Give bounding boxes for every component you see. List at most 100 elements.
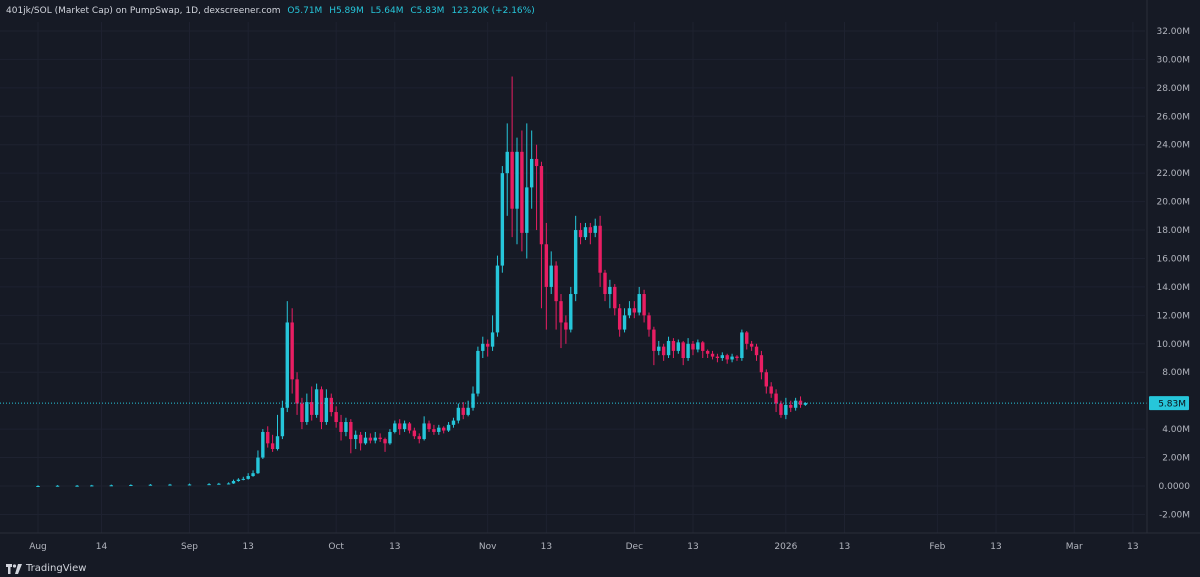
candle-body — [354, 434, 358, 440]
candle-body — [290, 322, 294, 380]
candle-body — [569, 294, 573, 330]
candle-body — [417, 436, 421, 440]
candle-body — [632, 308, 637, 313]
candle-body — [539, 166, 544, 245]
candle-body — [725, 355, 729, 360]
candle-body — [305, 402, 309, 423]
y-tick-label: 26.00M — [1156, 112, 1190, 122]
tradingview-icon — [6, 563, 22, 574]
candle-body — [251, 473, 255, 477]
candle-body — [280, 407, 285, 437]
candle-body — [549, 265, 553, 287]
x-tick-label: 13 — [541, 542, 552, 552]
candle-body — [754, 346, 759, 356]
candle-body — [559, 301, 563, 323]
x-tick-label: Dec — [626, 542, 643, 552]
candle-body — [476, 350, 480, 394]
candle-body — [617, 308, 622, 330]
candle-body — [529, 158, 534, 188]
candle-body — [622, 315, 627, 330]
y-tick-label: 22.00M — [1156, 169, 1190, 179]
tradingview-logo[interactable]: TradingView — [6, 563, 86, 574]
candle-body — [226, 483, 231, 485]
candle-body — [256, 457, 260, 474]
candle-body — [696, 342, 700, 350]
candle-body — [129, 485, 133, 487]
candle-body — [310, 402, 314, 415]
x-tick-label: Feb — [929, 542, 945, 552]
candle-body — [554, 265, 558, 302]
candle-body — [207, 484, 211, 486]
x-tick-label: 13 — [687, 542, 698, 552]
x-tick-label: 13 — [990, 542, 1001, 552]
y-tick-label: 4.00M — [1162, 425, 1190, 435]
candle-body — [784, 404, 788, 415]
y-tick-label: -2.00M — [1159, 510, 1190, 520]
legend-open: O5.71M — [287, 6, 323, 16]
candle-body — [427, 423, 431, 430]
candle-body — [642, 294, 646, 316]
candle-body — [798, 400, 803, 405]
candle-body — [109, 485, 114, 487]
candle-body — [398, 423, 402, 430]
candle-body — [266, 431, 270, 444]
candle-body — [466, 407, 470, 415]
candle-body — [490, 332, 495, 347]
y-tick-label: 32.00M — [1156, 27, 1190, 37]
candle-body — [608, 286, 612, 295]
y-tick-label: 14.00M — [1156, 283, 1190, 293]
candle-body — [393, 423, 397, 432]
candle-body — [236, 479, 241, 482]
y-tick-label: 24.00M — [1156, 141, 1190, 151]
candle-body — [231, 481, 236, 484]
candle-body — [661, 346, 666, 356]
candle-body — [720, 355, 725, 359]
candle-body — [55, 485, 60, 487]
legend-close: C5.83M — [410, 6, 445, 16]
candle-body — [378, 437, 382, 440]
candle-body — [485, 343, 490, 347]
candle-body — [441, 427, 446, 431]
x-tick-label: Sep — [181, 542, 198, 552]
candle-body — [588, 227, 593, 233]
candle-body — [349, 422, 353, 440]
candle-body — [90, 485, 94, 487]
legend-low: L5.64M — [370, 6, 404, 16]
candle-body — [745, 332, 749, 344]
candle-body — [578, 230, 583, 238]
y-tick-label: 0.0000 — [1159, 482, 1191, 492]
time-axis: Aug 14 Sep 13 Oct 13 Nov 13 Dec 13 2026 13 Feb 13 Mar 1… — [0, 532, 1200, 552]
candle-body — [495, 265, 500, 333]
price-axis: 32.00M 30.00M 28.00M 26.00M 24.00M 22.00M 20.0… — [1146, 0, 1191, 533]
last-price-line: 5.83M — [0, 396, 1189, 411]
candle-body — [544, 244, 549, 287]
candle-body — [730, 356, 734, 360]
candle-body — [671, 340, 676, 351]
candle-body — [329, 397, 333, 413]
candle-body — [652, 329, 656, 351]
candle-body — [647, 315, 651, 330]
candle-body — [388, 431, 392, 444]
legend-change: 123.20K (+2.16%) — [451, 6, 535, 16]
candle-body — [637, 294, 641, 313]
candle-body — [437, 427, 441, 432]
candle-body — [334, 412, 338, 423]
y-tick-label: 20.00M — [1156, 198, 1190, 208]
candle-body — [705, 350, 710, 354]
y-tick-label: 12.00M — [1156, 311, 1190, 321]
candle-body — [368, 437, 373, 441]
candle-body — [505, 151, 509, 174]
x-tick-label: Mar — [1066, 542, 1083, 552]
candle-body — [451, 420, 456, 425]
y-tick-label: 8.00M — [1162, 368, 1190, 378]
candle-body — [261, 431, 265, 458]
candle-series — [36, 76, 808, 487]
candle-body — [324, 397, 329, 423]
candle-body — [657, 346, 661, 351]
candle-body — [686, 343, 690, 359]
chart-legend: 401jk/SOL (Market Cap) on PumpSwap, 1D, … — [6, 6, 539, 16]
candle-body — [148, 484, 153, 486]
last-price-label: 5.83M — [1158, 400, 1186, 410]
candle-body — [740, 332, 744, 359]
